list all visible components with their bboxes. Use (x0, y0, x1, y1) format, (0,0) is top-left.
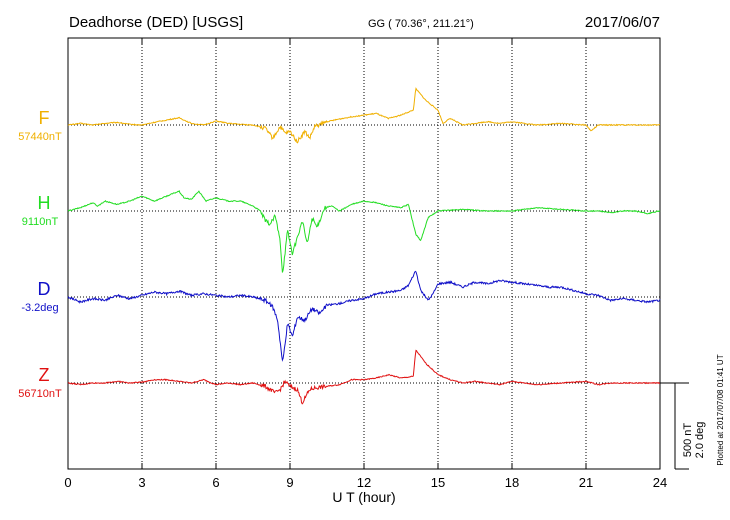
x-axis-label: U T (hour) (332, 489, 395, 505)
channel-baseline-D: -3.2deg (21, 302, 58, 314)
x-tick-label-0: 0 (64, 475, 71, 490)
x-tick-label-12: 12 (357, 475, 371, 490)
scale-label-nt: 500 nT (682, 423, 694, 458)
series-line-H (67, 190, 661, 273)
channel-baseline-Z: 56710nT (18, 388, 62, 400)
x-tick-label-3: 3 (138, 475, 145, 490)
channel-name-D: D (38, 279, 51, 299)
channel-labels: F 57440nT H 9110nT D -3.2deg Z 56710nT (18, 108, 62, 400)
series-line-F (67, 87, 661, 144)
series-line-Z (67, 349, 660, 405)
channel-baseline-F: 57440nT (18, 131, 62, 143)
series-lines (67, 87, 661, 405)
x-tick-label-24: 24 (653, 475, 667, 490)
station-title: Deadhorse (DED) [USGS] (69, 14, 243, 31)
channel-name-Z: Z (39, 365, 50, 385)
channel-name-H: H (38, 193, 51, 213)
chart-date: 2017/06/07 (585, 14, 660, 31)
x-tick-label-21: 21 (579, 475, 593, 490)
plotted-timestamp: Plotted at 2017/07/08 01:41 UT (716, 354, 725, 465)
x-tick-label-18: 18 (505, 475, 519, 490)
x-axis-ticks: 0 3 6 9 12 15 18 21 24 (64, 38, 667, 490)
station-coordinates: GG ( 70.36°, 211.21°) (368, 18, 474, 30)
scale-label-deg: 2.0 deg (694, 422, 706, 459)
x-tick-label-9: 9 (286, 475, 293, 490)
grid-lines (141, 38, 587, 469)
channel-baseline-H: 9110nT (22, 216, 59, 228)
series-line-D (67, 270, 661, 362)
x-tick-label-15: 15 (431, 475, 445, 490)
scale-bar: 500 nT 2.0 deg (660, 382, 706, 470)
x-tick-label-6: 6 (212, 475, 219, 490)
channel-name-F: F (39, 108, 50, 128)
